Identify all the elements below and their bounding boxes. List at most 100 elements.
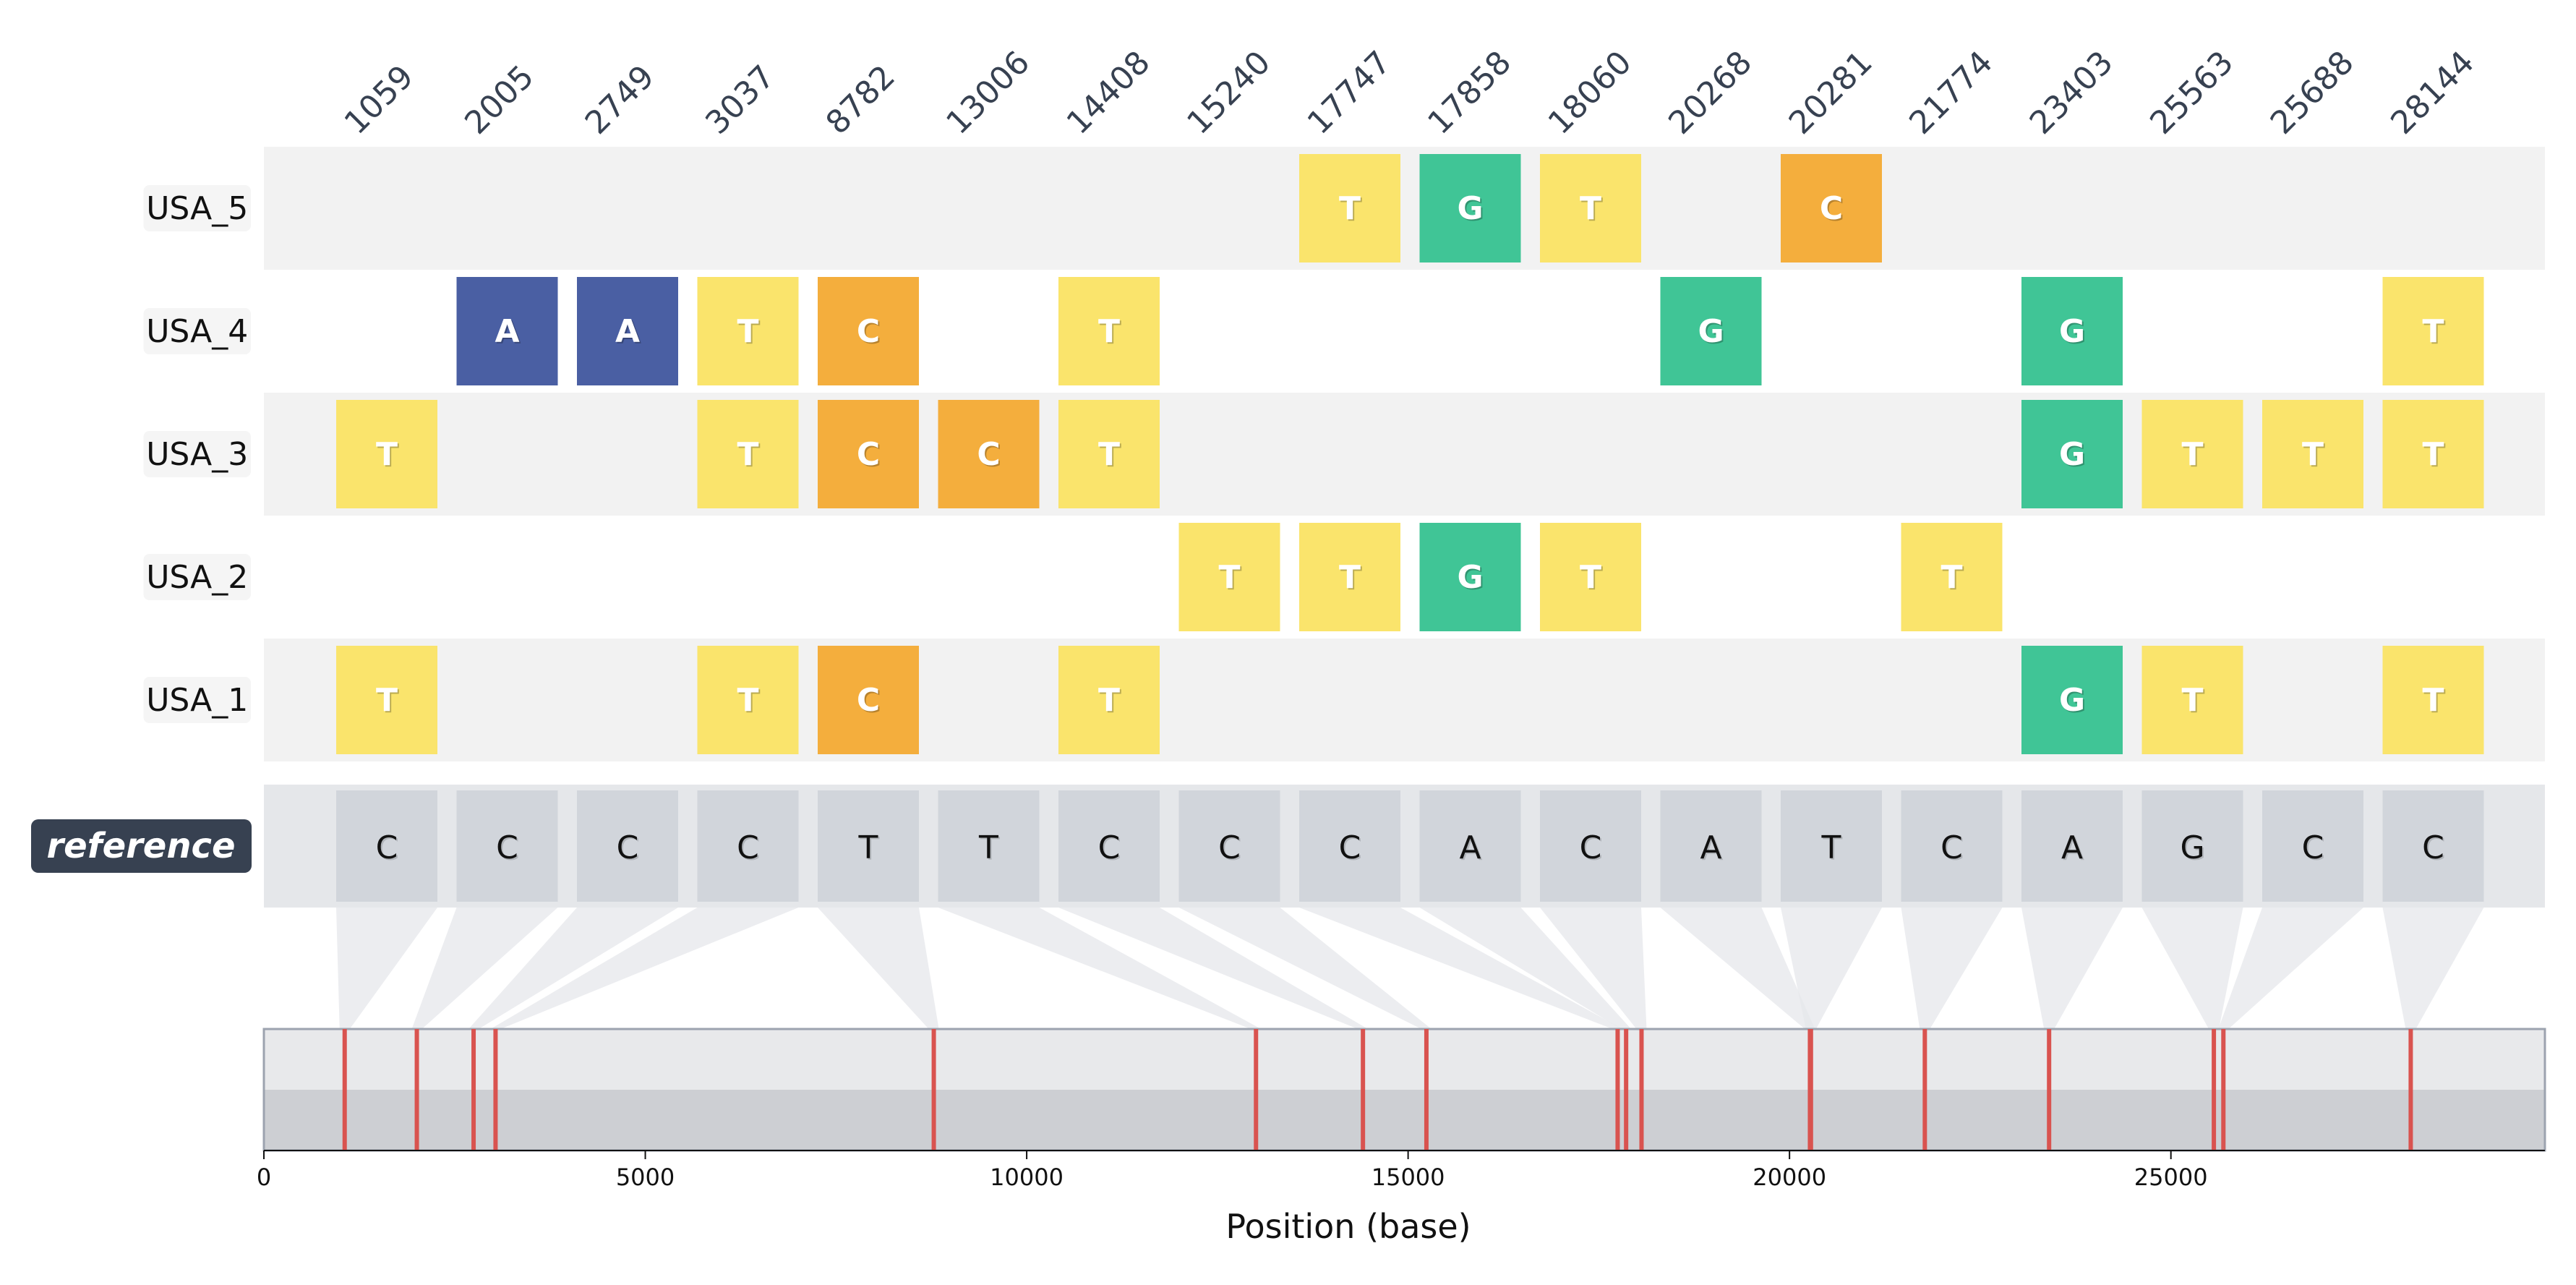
reference-cell [697,790,799,902]
position-labels: 1059 2005 2749 3037 8782 13006 14408 15240 17747… [338,44,2482,142]
position-label: 25563 [2143,44,2241,142]
variant-cell [1419,523,1521,631]
sample-label-bg [143,554,251,600]
variant-base: T [1940,559,1962,596]
sample-label-bg [143,431,251,477]
variant-base: T [2422,436,2444,473]
reference-base: T [978,829,998,866]
variant-cell [1419,154,1521,262]
sample-label: USA_1 [146,682,248,719]
reference-badge [31,819,252,873]
reference-cell [1299,790,1400,902]
variant-base-shadow: T [738,683,760,720]
variant-cell [2021,277,2123,385]
reference-cell [1178,790,1280,902]
variant-base-shadow: T [2303,437,2325,474]
reference-base-shadow: G [2181,831,2206,868]
x-axis: 0 5000 10000 15000 20000 25000 [257,1150,2545,1191]
variant-base-shadow: T [377,437,399,474]
variant-base: A [495,313,519,350]
reference-cell [456,790,558,902]
genome-track-upper [264,1029,2545,1090]
position-label: 13006 [939,44,1037,142]
variant-base: T [2422,313,2444,350]
variant-cell [1781,154,1882,262]
sample-label-bg [143,308,251,354]
reference-base-shadow: T [980,831,1000,868]
position-connector [1299,908,1623,1029]
reference-base: C [496,829,518,866]
reference-base-shadow: C [618,831,641,868]
reference-cell [1540,790,1641,902]
reference-base-shadow: C [497,831,520,868]
variant-cell [697,646,799,754]
row-shade [264,147,2545,270]
variant-base: G [2059,313,2085,350]
position-label: 28144 [2384,44,2481,142]
position-connector [2382,908,2484,1029]
reference-base-shadow: C [1581,831,1604,868]
reference-base-shadow: C [738,831,761,868]
variant-base: T [1098,436,1120,473]
reference-cell [1058,790,1160,902]
variant-cell [2382,646,2484,754]
position-connector [1178,908,1432,1029]
position-connector [1419,908,1632,1029]
variant-base: T [2302,436,2324,473]
reference-base: C [1098,829,1121,866]
reference-base-shadow: C [1100,831,1122,868]
position-connector [1901,908,2003,1029]
variant-base: T [1098,313,1120,350]
variant-base: G [1698,313,1724,350]
variant-cell [2021,400,2123,508]
variant-base: A [615,313,640,350]
position-label: 20281 [1782,44,1880,142]
variant-base-shadow: G [1458,560,1484,597]
reference-base-shadow: C [1220,831,1242,868]
variant-base-shadow: T [2183,437,2204,474]
variant-base: T [1098,682,1120,719]
reference-base: T [858,829,878,866]
variant-base-shadow: T [1581,192,1603,229]
position-label: 20268 [1661,44,1759,142]
reference-base: C [1218,829,1241,866]
reference-base: C [1940,829,1963,866]
reference-base: C [2422,829,2444,866]
sample-label: USA_4 [146,313,248,350]
x-tick-label: 25000 [2134,1164,2208,1191]
position-connector [336,908,437,1029]
reference-cell [818,790,919,902]
variant-base: C [857,313,880,350]
reference-base: C [2302,829,2324,866]
reference-base: C [376,829,398,866]
variant-base: T [737,436,758,473]
x-tick-label: 20000 [1753,1164,1826,1191]
position-connector [468,908,678,1029]
position-label: 17858 [1421,44,1518,142]
position-connector [2141,908,2243,1029]
variant-cell [938,400,1040,508]
variant-base: G [2059,436,2085,473]
variant-cell [1299,523,1400,631]
reference-base-shadow: A [2063,831,2084,868]
reference-cell [1901,790,2003,902]
variant-cell [1299,154,1400,262]
position-label: 23403 [2023,44,2121,142]
variant-base-shadow: T [2423,437,2445,474]
variant-cell [2021,646,2123,754]
position-connector [411,908,558,1029]
variant-cell [336,400,437,508]
position-label: 1059 [338,59,421,142]
reference-label: reference [46,826,235,866]
variant-cell [818,277,919,385]
variant-cell [1660,277,1762,385]
position-connector [1660,908,1815,1029]
variant-base-shadow: T [1100,683,1121,720]
variant-base: T [737,682,758,719]
variant-cell [697,400,799,508]
variant-cell [1540,523,1641,631]
variant-base-shadow: T [2423,315,2445,351]
position-connector [490,908,799,1029]
reference-base-shadow: C [377,831,400,868]
